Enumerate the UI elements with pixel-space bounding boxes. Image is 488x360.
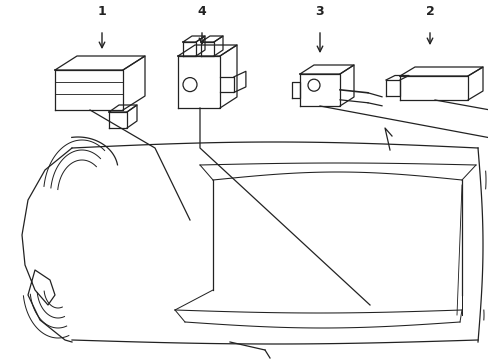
Text: 3: 3 bbox=[315, 5, 324, 18]
Text: 2: 2 bbox=[425, 5, 433, 18]
Text: 4: 4 bbox=[197, 5, 206, 18]
Text: 1: 1 bbox=[98, 5, 106, 18]
